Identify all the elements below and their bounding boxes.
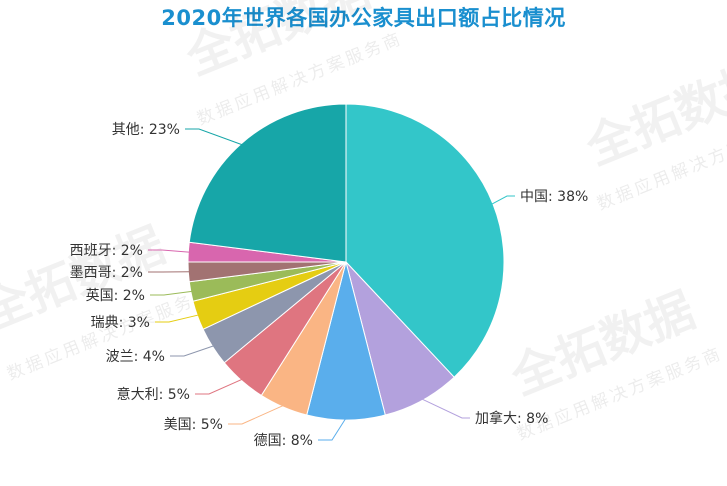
leader-line: [155, 314, 200, 323]
slice-label: 西班牙: 2%: [70, 243, 143, 259]
leader-line: [148, 249, 191, 253]
leader-line: [490, 195, 515, 206]
slice-label: 英国: 2%: [86, 287, 145, 304]
leader-line: [185, 128, 243, 146]
pie-slices: [187, 103, 505, 421]
leader-line: [150, 290, 193, 296]
chart-title: 2020年世界各国办公家具出口额占比情况: [161, 6, 566, 30]
leader-line: [318, 417, 347, 441]
leader-line: [420, 398, 470, 419]
slice-label: 加拿大: 8%: [475, 410, 548, 427]
watermark-brand: 全拓数据: [178, 0, 378, 87]
pie-slice: [188, 103, 347, 263]
slice-label: 中国: 38%: [520, 189, 588, 205]
watermark-brand: 全拓数据: [503, 282, 703, 406]
leader-lines: [148, 128, 515, 441]
slice-labels: 中国: 38% 加拿大: 8% 德国: 8% 美国: 5% 意大利: 5% 波兰: 4% 瑞…: [70, 122, 589, 449]
slice-label: 瑞典: 3%: [91, 315, 150, 331]
slice-label: 其他: 23%: [112, 122, 180, 138]
slice-label: 德国: 8%: [254, 433, 313, 449]
slice-label: 波兰: 4%: [106, 349, 165, 365]
leader-line: [170, 345, 215, 357]
slice-label: 墨西哥: 2%: [70, 265, 143, 281]
slice-label: 美国: 5%: [164, 417, 223, 433]
leader-line: [228, 404, 285, 425]
leader-line: [195, 378, 244, 395]
slice-label: 意大利: 5%: [117, 386, 190, 403]
